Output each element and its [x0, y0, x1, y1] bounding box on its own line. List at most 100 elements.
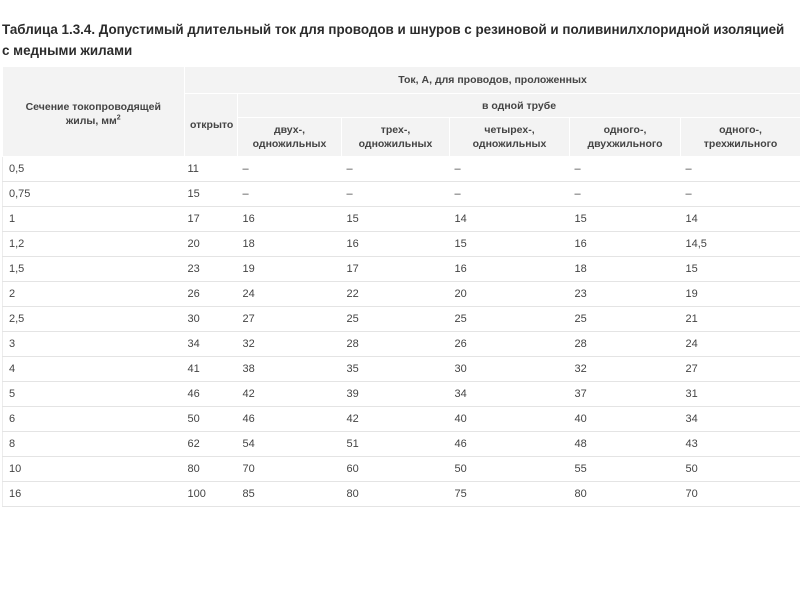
- header-in-pipe: в одной трубе: [237, 93, 800, 118]
- table-cell: 5: [2, 381, 185, 407]
- table-cell: 15: [569, 206, 681, 232]
- table-cell: 60: [341, 456, 450, 482]
- table-cell: 27: [680, 356, 800, 382]
- table-header: Сечение токопроводящей жилы, мм2 Ток, А,…: [2, 67, 800, 157]
- header-one-three-core: одного-, трехжильного: [680, 117, 800, 157]
- table-row: 2,5 30 27 25 25 25 21: [2, 306, 800, 332]
- table-cell: 55: [569, 456, 681, 482]
- table-cell: 27: [237, 306, 342, 332]
- table-row: 1,5 23 19 17 16 18 15: [2, 256, 800, 282]
- table-cell: 14,5: [680, 231, 800, 257]
- table-cell: –: [680, 181, 800, 207]
- header-one-three-core-line1: одного-,: [719, 124, 762, 136]
- table-cell: 39: [341, 381, 450, 407]
- header-two-single-core-line2: одножильных: [252, 138, 327, 150]
- table-cell: 23: [184, 256, 238, 282]
- table-cell: 16: [569, 231, 681, 257]
- table-cell: –: [341, 156, 450, 182]
- table-cell: 70: [237, 456, 342, 482]
- table-cell: 21: [680, 306, 800, 332]
- table-cell: 50: [184, 406, 238, 432]
- table-cell: 20: [449, 281, 570, 307]
- header-cross-section: Сечение токопроводящей жилы, мм2: [2, 67, 185, 157]
- table-cell: 41: [184, 356, 238, 382]
- table-cell: 46: [237, 406, 342, 432]
- table-row: 0,75 15– – – – –: [2, 181, 800, 207]
- table-cell: 16: [341, 231, 450, 257]
- header-four-single-core: четырех-, одножильных: [449, 117, 570, 157]
- table-cell: 50: [680, 456, 800, 482]
- header-two-single-core: двух-, одножильных: [237, 117, 342, 157]
- table-cell: 22: [341, 281, 450, 307]
- table-cell: 25: [569, 306, 681, 332]
- table-cell: 32: [237, 331, 342, 357]
- table-cell: 80: [184, 456, 238, 482]
- table-row: 0,5 11– – – – –: [2, 156, 800, 182]
- table-cell: 31: [680, 381, 800, 407]
- table-cell: 24: [680, 331, 800, 357]
- table-cell: 19: [237, 256, 342, 282]
- table-cell: 24: [237, 281, 342, 307]
- table-cell: 62: [184, 431, 238, 457]
- header-two-single-core-line1: двух-,: [273, 124, 306, 136]
- header-one-two-core: одного-, двухжильного: [569, 117, 681, 157]
- table-cell: –: [569, 156, 681, 182]
- table-cell: 0,75: [2, 181, 185, 207]
- table-cell: –: [237, 156, 342, 182]
- table-cell: 54: [237, 431, 342, 457]
- header-four-single-core-line2: одножильных: [472, 138, 547, 150]
- header-open: открыто: [184, 93, 238, 157]
- table-cell: 51: [341, 431, 450, 457]
- table-cell: 1,5: [2, 256, 185, 282]
- table-cell: 34: [449, 381, 570, 407]
- table-cell: 15: [184, 181, 238, 207]
- table-cell: 6: [2, 406, 185, 432]
- table-cell: 3: [2, 331, 185, 357]
- table-cell: 26: [449, 331, 570, 357]
- table-row: 5 46 42 39 34 37 31: [2, 381, 800, 407]
- table-cell: –: [449, 156, 570, 182]
- table-cell: 40: [569, 406, 681, 432]
- table-cell: 28: [341, 331, 450, 357]
- table-cell: 2,5: [2, 306, 185, 332]
- table-cell: 15: [680, 256, 800, 282]
- table-cell: 20: [184, 231, 238, 257]
- table-cell: 48: [569, 431, 681, 457]
- table-cell: 34: [680, 406, 800, 432]
- table-cell: 37: [569, 381, 681, 407]
- table-cell: 16: [2, 481, 185, 507]
- table-cell: 28: [569, 331, 681, 357]
- table-cell: 80: [569, 481, 681, 507]
- table-cell: 75: [449, 481, 570, 507]
- header-one-three-core-line2: трехжильного: [703, 138, 778, 150]
- table-row: 1 17 16 15 14 15 14: [2, 206, 800, 232]
- table-cell: 30: [449, 356, 570, 382]
- table-cell: 15: [449, 231, 570, 257]
- header-three-single-core: трех-, одножильных: [341, 117, 450, 157]
- table-cell: 42: [341, 406, 450, 432]
- table-cell: 0,5: [2, 156, 185, 182]
- table-cell: –: [569, 181, 681, 207]
- table-row: 2 26 24 22 20 23 19: [2, 281, 800, 307]
- table-cell: 70: [680, 481, 800, 507]
- header-three-single-core-line2: одножильных: [358, 138, 433, 150]
- table-cell: 17: [184, 206, 238, 232]
- table-cell: 8: [2, 431, 185, 457]
- table-row: 3 34 32 28 26 28 24: [2, 331, 800, 357]
- table-cell: –: [680, 156, 800, 182]
- table-cell: 25: [449, 306, 570, 332]
- table-cell: 35: [341, 356, 450, 382]
- table-cell: 50: [449, 456, 570, 482]
- table-row: 10 80 70 60 50 55 50: [2, 456, 800, 482]
- table-cell: 11: [184, 156, 238, 182]
- table-cell: 18: [237, 231, 342, 257]
- table-cell: 38: [237, 356, 342, 382]
- table-cell: 100: [184, 481, 238, 507]
- table-cell: 19: [680, 281, 800, 307]
- table-cell: 32: [569, 356, 681, 382]
- table-cell: 46: [184, 381, 238, 407]
- table-cell: 42: [237, 381, 342, 407]
- table-cell: 14: [680, 206, 800, 232]
- table-cell: 2: [2, 281, 185, 307]
- table-cell: 85: [237, 481, 342, 507]
